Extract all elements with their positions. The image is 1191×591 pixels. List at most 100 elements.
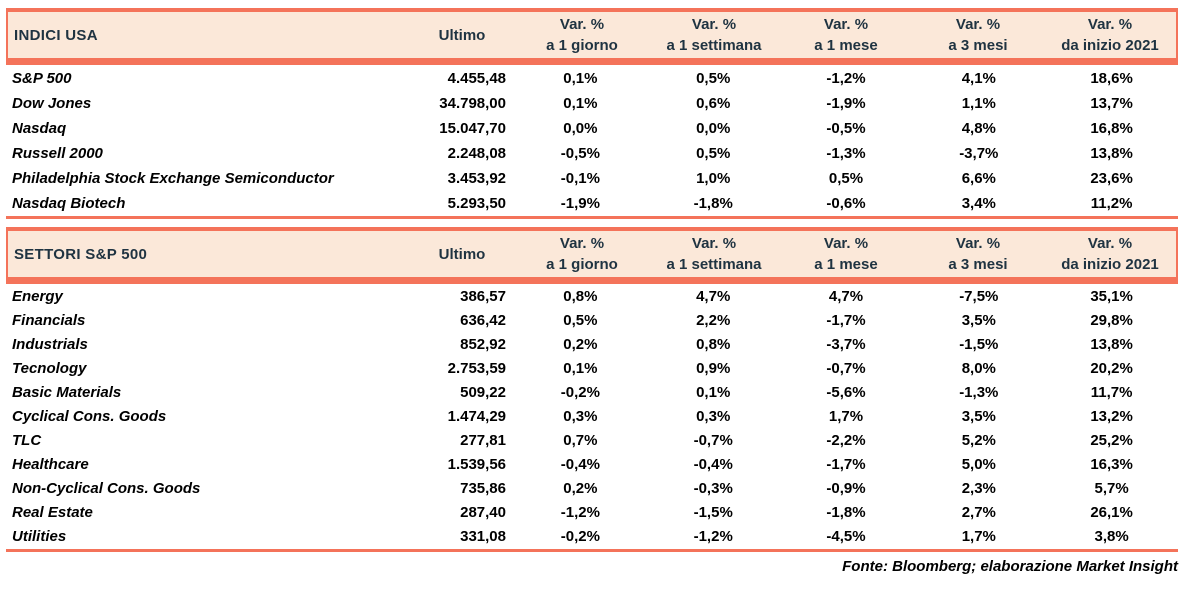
row-var-value: 0,7% bbox=[563, 432, 598, 449]
row-var-value: 0,2% bbox=[563, 336, 598, 353]
row-var-value: -0,3% bbox=[693, 480, 733, 497]
table-row: TLC 277,81 0,7% -0,7% -2,2% 5,2% 25,2% bbox=[6, 429, 1178, 453]
row-var-value: -0,5% bbox=[560, 145, 600, 162]
row-var-value: 5,0% bbox=[961, 456, 996, 473]
column-header-var: Var. % a 1 settimana bbox=[648, 12, 780, 58]
row-var-value: 0,1% bbox=[563, 70, 598, 87]
var-period: a 1 giorno bbox=[546, 256, 618, 273]
row-var-value: 0,3% bbox=[563, 408, 598, 425]
row-var-value: 1,1% bbox=[961, 95, 996, 112]
indici-usa-header-row: INDICI USA Ultimo Var. % a 1 giorno Var. %… bbox=[6, 8, 1178, 61]
row-var-value: 2,2% bbox=[696, 312, 731, 329]
row-var-value: 3,4% bbox=[961, 195, 996, 212]
row-var-value: 3,5% bbox=[961, 312, 996, 329]
row-ultimo-value: 2.248,08 bbox=[447, 145, 506, 162]
row-name: Cyclical Cons. Goods bbox=[12, 408, 167, 425]
header-double-rule bbox=[6, 61, 1178, 65]
row-name: Nasdaq bbox=[12, 120, 67, 137]
row-ultimo-value: 636,42 bbox=[460, 312, 506, 329]
row-var-value: 23,6% bbox=[1090, 170, 1133, 187]
row-var-value: 1,7% bbox=[961, 528, 996, 545]
row-var-value: 25,2% bbox=[1090, 432, 1133, 449]
row-var-value: 5,7% bbox=[1094, 480, 1129, 497]
table-row: Financials 636,42 0,5% 2,2% -1,7% 3,5% 29,8% bbox=[6, 309, 1178, 333]
row-var-value: -5,6% bbox=[826, 384, 866, 401]
column-header-var: Var. % a 3 mesi bbox=[912, 12, 1044, 58]
var-label: Var. % bbox=[955, 235, 1001, 252]
indici-usa-table-body: S&P 500 4.455,48 0,1% 0,5% -1,2% 4,1% 18,6% Dow… bbox=[6, 65, 1178, 216]
row-var-value: 0,1% bbox=[696, 384, 731, 401]
row-var-value: 5,2% bbox=[961, 432, 996, 449]
table-row: Energy 386,57 0,8% 4,7% 4,7% -7,5% 35,1% bbox=[6, 285, 1178, 309]
section-gap bbox=[6, 219, 1178, 227]
row-var-value: -1,7% bbox=[826, 312, 866, 329]
row-var-value: -7,5% bbox=[959, 288, 999, 305]
row-ultimo-value: 287,40 bbox=[460, 504, 506, 521]
row-var-value: 4,1% bbox=[961, 70, 996, 87]
row-var-value: 4,8% bbox=[961, 120, 996, 137]
row-var-value: 0,5% bbox=[563, 312, 598, 329]
row-var-value: -3,7% bbox=[826, 336, 866, 353]
column-header-ultimo: Ultimo bbox=[438, 245, 486, 263]
row-var-value: 0,3% bbox=[696, 408, 731, 425]
row-var-value: -3,7% bbox=[959, 145, 999, 162]
row-var-value: 2,7% bbox=[961, 504, 996, 521]
row-var-value: -0,5% bbox=[826, 120, 866, 137]
row-var-value: 0,1% bbox=[563, 95, 598, 112]
var-period: da inizio 2021 bbox=[1061, 37, 1159, 54]
row-name: Utilities bbox=[12, 528, 67, 545]
row-var-value: 13,7% bbox=[1090, 95, 1133, 112]
table-row: Non-Cyclical Cons. Goods 735,86 0,2% -0,3% -… bbox=[6, 477, 1178, 501]
row-var-value: 0,5% bbox=[696, 70, 731, 87]
row-var-value: 13,2% bbox=[1090, 408, 1133, 425]
row-var-value: -1,8% bbox=[826, 504, 866, 521]
row-ultimo-value: 4.455,48 bbox=[447, 70, 506, 87]
row-var-value: 3,5% bbox=[961, 408, 996, 425]
settori-sp500-header-row: SETTORI S&P 500 Ultimo Var. % a 1 giorno V… bbox=[6, 227, 1178, 280]
row-var-value: -0,2% bbox=[560, 528, 600, 545]
row-ultimo-value: 15.047,70 bbox=[439, 120, 506, 137]
row-var-value: 3,8% bbox=[1094, 528, 1129, 545]
row-ultimo-value: 1.539,56 bbox=[447, 456, 506, 473]
row-var-value: 1,0% bbox=[696, 170, 731, 187]
var-label: Var. % bbox=[1087, 235, 1133, 252]
row-var-value: 20,2% bbox=[1090, 360, 1133, 377]
row-var-value: -1,9% bbox=[560, 195, 600, 212]
source-note: Fonte: Bloomberg; elaborazione Market In… bbox=[842, 558, 1178, 575]
row-var-value: 11,7% bbox=[1090, 384, 1133, 401]
var-label: Var. % bbox=[691, 16, 737, 33]
section-indici-usa: INDICI USA Ultimo Var. % a 1 giorno Var. %… bbox=[6, 8, 1178, 219]
row-var-value: -1,5% bbox=[959, 336, 999, 353]
row-var-value: 0,2% bbox=[563, 480, 598, 497]
section-settori-sp500: SETTORI S&P 500 Ultimo Var. % a 1 giorno V… bbox=[6, 227, 1178, 552]
row-var-value: 2,3% bbox=[961, 480, 996, 497]
var-period: a 1 settimana bbox=[666, 256, 762, 273]
row-var-value: -1,2% bbox=[826, 70, 866, 87]
row-var-value: -1,3% bbox=[959, 384, 999, 401]
row-ultimo-value: 3.453,92 bbox=[447, 170, 506, 187]
row-var-value: 26,1% bbox=[1090, 504, 1133, 521]
table-row: Utilities 331,08 -0,2% -1,2% -4,5% 1,7% 3,8% bbox=[6, 525, 1178, 549]
row-name: S&P 500 bbox=[12, 70, 72, 87]
column-header-var: Var. % a 1 settimana bbox=[648, 231, 780, 277]
var-period: a 1 giorno bbox=[546, 37, 618, 54]
column-header-var: Var. % a 3 mesi bbox=[912, 231, 1044, 277]
row-var-value: 13,8% bbox=[1090, 336, 1133, 353]
var-period: a 1 mese bbox=[814, 37, 878, 54]
row-var-value: -1,5% bbox=[693, 504, 733, 521]
row-var-value: -1,9% bbox=[826, 95, 866, 112]
section-title: SETTORI S&P 500 bbox=[14, 245, 148, 263]
row-var-value: -0,1% bbox=[560, 170, 600, 187]
table-row: Nasdaq 15.047,70 0,0% 0,0% -0,5% 4,8% 16,8% bbox=[6, 116, 1178, 141]
row-ultimo-value: 386,57 bbox=[460, 288, 506, 305]
column-header-var: Var. % da inizio 2021 bbox=[1044, 12, 1176, 58]
row-ultimo-value: 277,81 bbox=[460, 432, 506, 449]
column-header-var: Var. % a 1 giorno bbox=[516, 12, 648, 58]
column-header-var: Var. % a 1 mese bbox=[780, 12, 912, 58]
var-label: Var. % bbox=[559, 235, 605, 252]
row-ultimo-value: 5.293,50 bbox=[447, 195, 506, 212]
table-row: Nasdaq Biotech 5.293,50 -1,9% -1,8% -0,6% 3,4… bbox=[6, 191, 1178, 216]
row-var-value: 16,8% bbox=[1090, 120, 1133, 137]
table-row: Cyclical Cons. Goods 1.474,29 0,3% 0,3% 1,7%… bbox=[6, 405, 1178, 429]
